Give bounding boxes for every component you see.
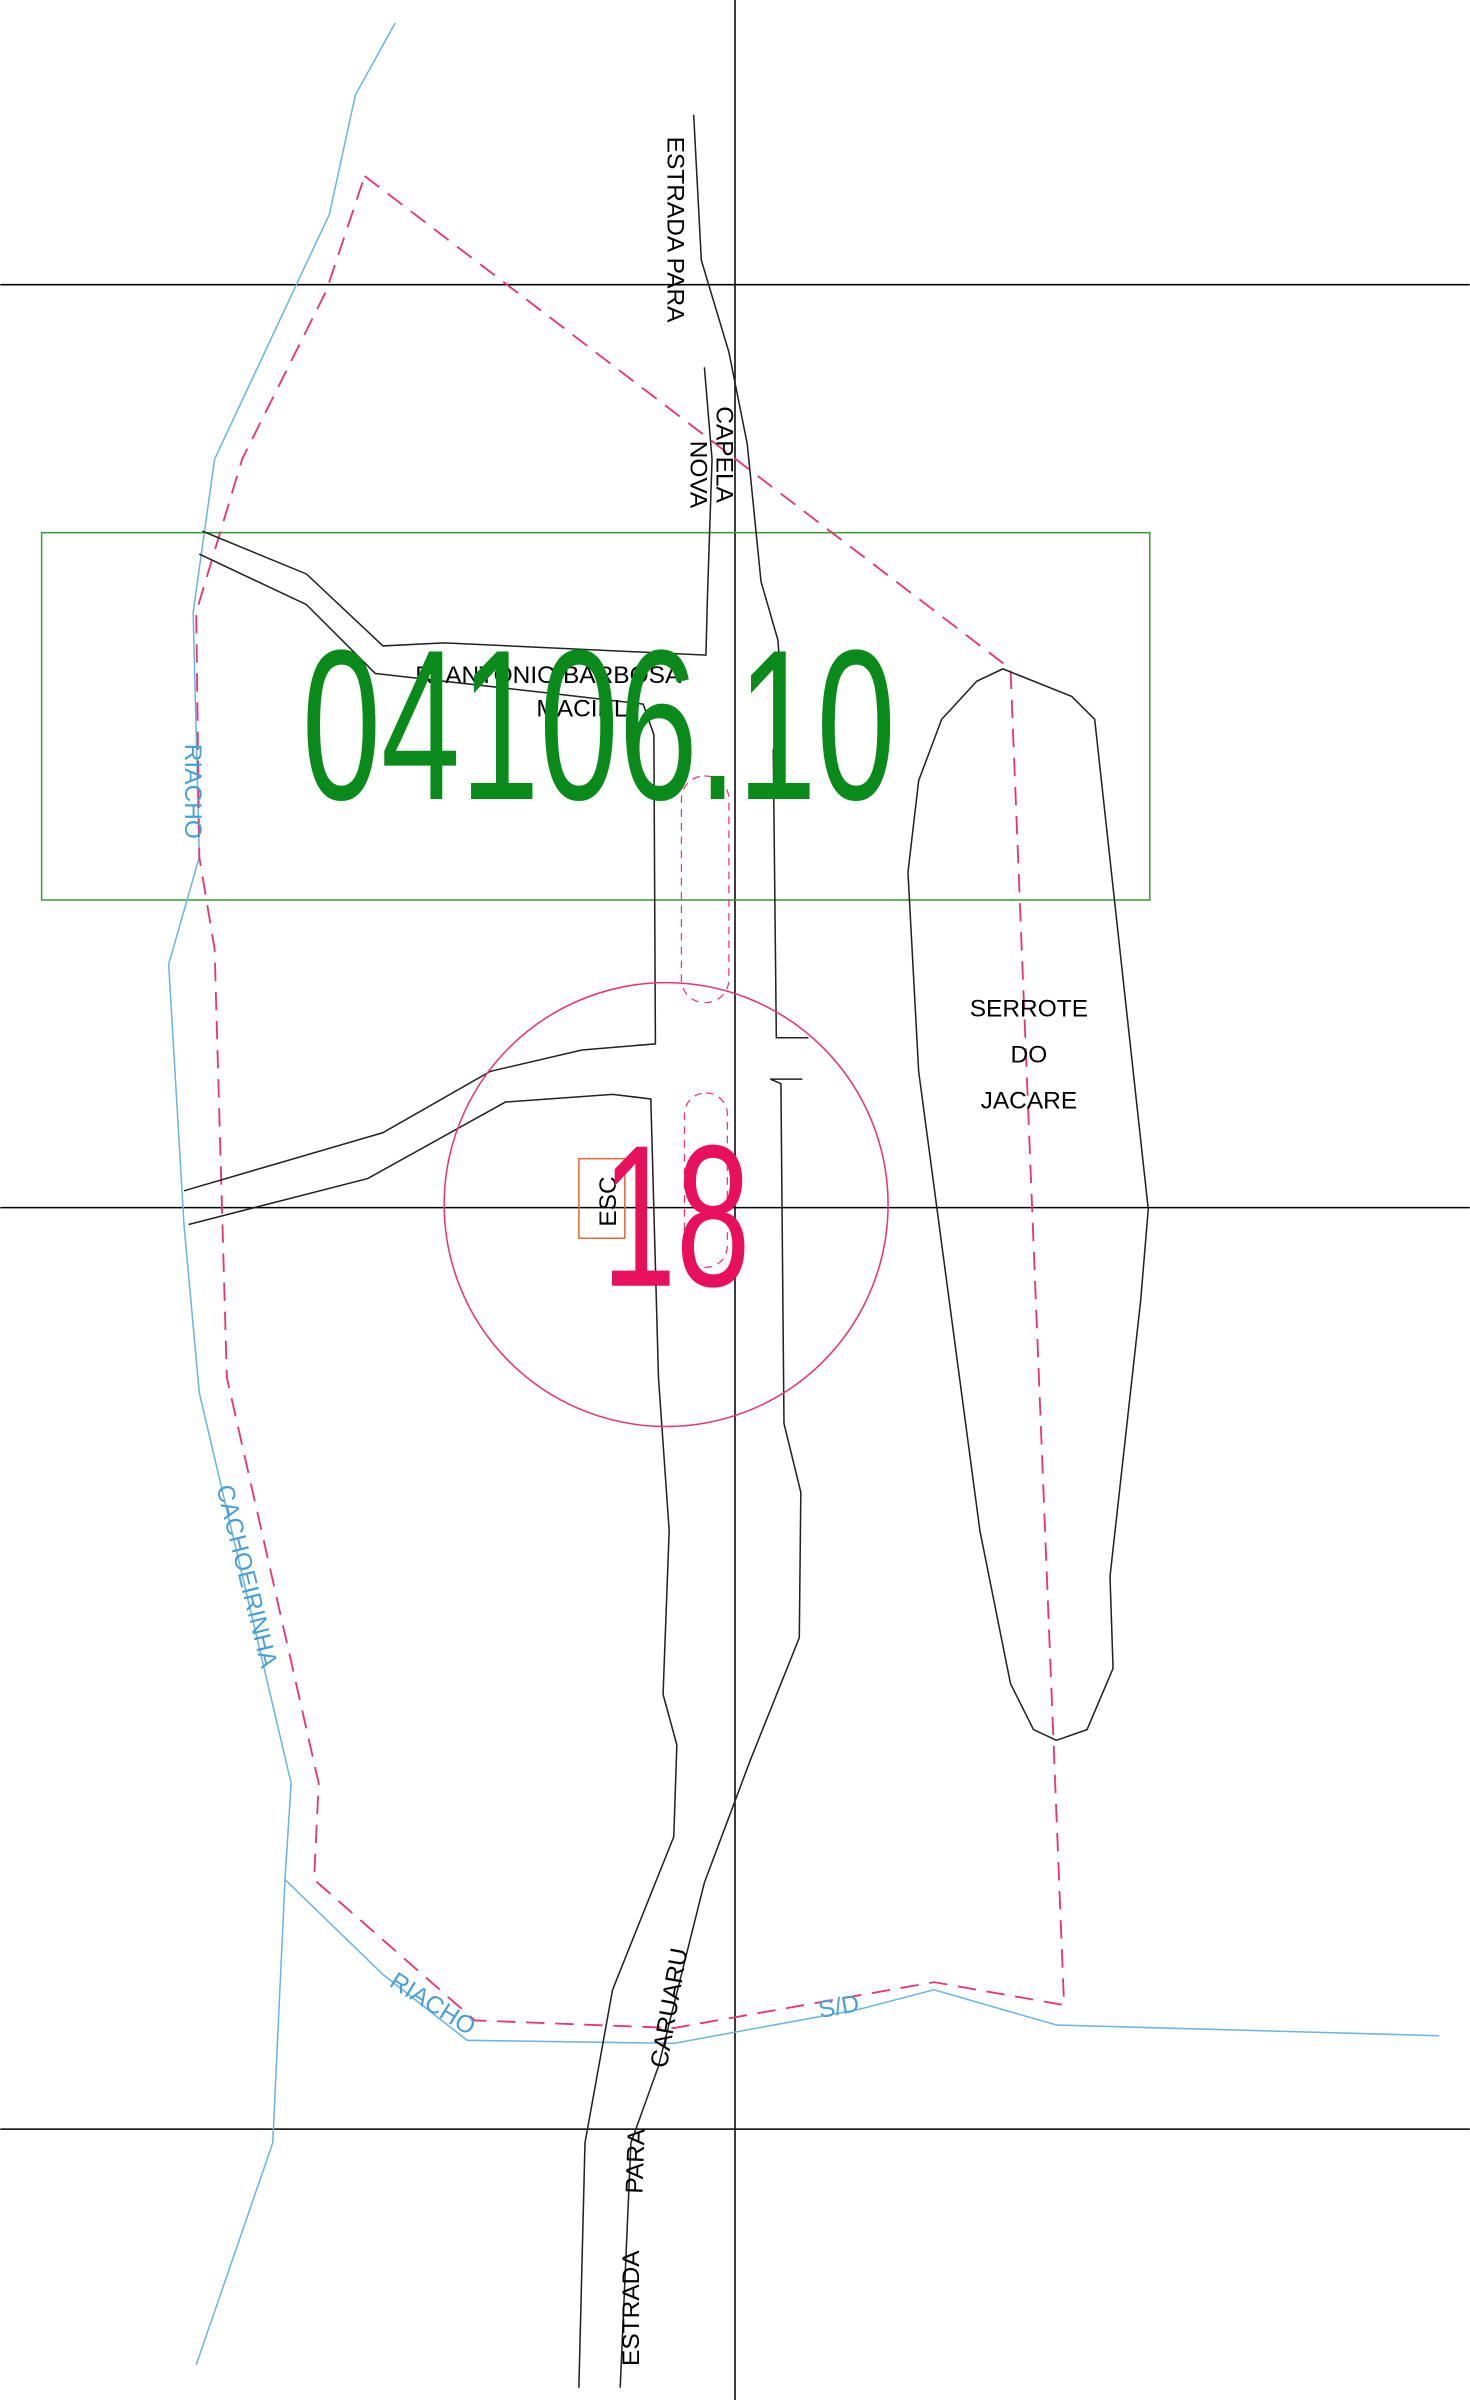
school-label: ESC [595, 1176, 622, 1226]
hill-outline [907, 668, 1150, 1742]
road [183, 553, 657, 1192]
road [692, 114, 809, 1039]
river-label: RIACHO [385, 1968, 480, 2041]
road-label: ESTRADA PARA [661, 137, 688, 324]
sector-code: 04106.10 [302, 606, 896, 845]
road-label: CAPELA [710, 406, 737, 503]
sector-number: 18 [602, 1103, 750, 1329]
hill-label: DO [1011, 1042, 1048, 1069]
road-label: NOVA [684, 441, 711, 509]
hill-label: JACARE [981, 1088, 1078, 1115]
road-label: ESTRADA [618, 2250, 645, 2366]
sector-circle [443, 981, 889, 1428]
road [188, 1093, 678, 2388]
street-label: MACIEL [536, 696, 627, 723]
street-label: R. ANTONIO BARBOSA [415, 662, 682, 689]
hill-label: SERROTE [970, 996, 1088, 1023]
dashed-feature [683, 1092, 728, 1268]
sector-box [40, 531, 1151, 901]
river-label: S/D [816, 1990, 861, 2024]
river [167, 22, 396, 2366]
dashed-feature [680, 775, 730, 1004]
road-label: PARA [621, 2128, 650, 2194]
road-label: CARUARU [646, 1946, 694, 2070]
road [619, 1078, 803, 2388]
school-box [578, 1157, 626, 1240]
boundary [195, 174, 1066, 2029]
river [284, 1879, 1440, 2045]
river-label: RIACHO [179, 744, 206, 839]
road [202, 367, 713, 656]
